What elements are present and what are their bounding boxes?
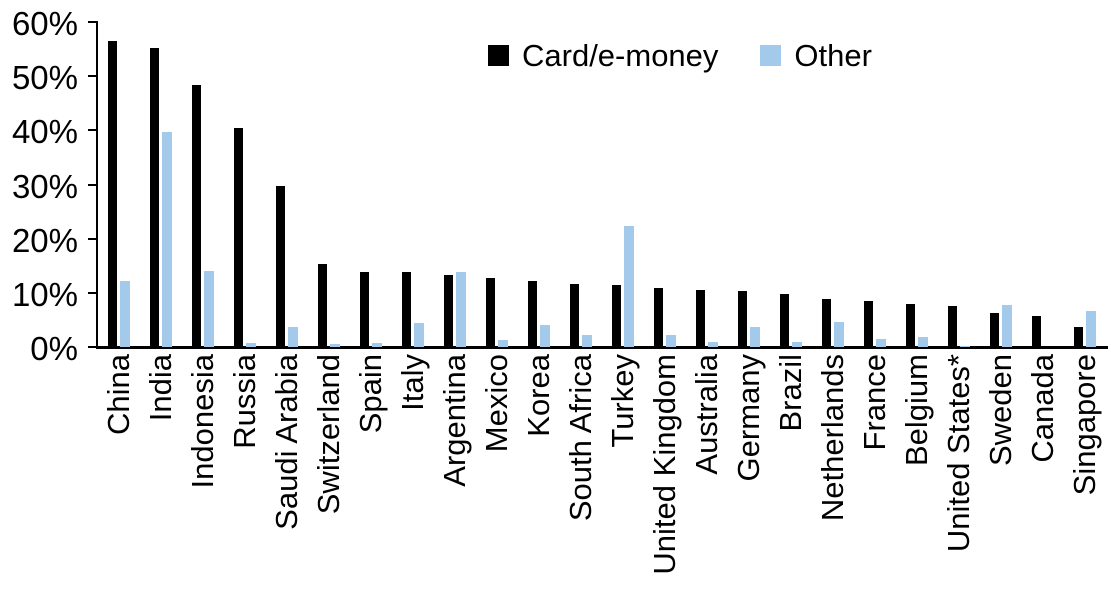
bar-other: [708, 342, 718, 347]
bar-card-e-money: [1074, 327, 1083, 347]
bar-card-e-money: [822, 299, 831, 347]
bar-card-e-money: [612, 285, 621, 347]
chart-legend: Card/e-money Other: [488, 40, 872, 71]
x-axis-label: Mexico: [478, 354, 514, 453]
x-axis-label: Germany: [730, 354, 766, 482]
x-axis-label: Australia: [688, 354, 724, 475]
bar-other: [750, 327, 760, 347]
bar-card-e-money: [150, 48, 159, 347]
x-axis-label: France: [856, 354, 892, 451]
bar-card-e-money: [486, 278, 495, 347]
x-axis-label: Singapore: [1066, 354, 1102, 496]
y-axis-tick: [88, 346, 96, 348]
bar-card-e-money: [444, 275, 453, 347]
y-axis-tick-label: 40%: [11, 113, 78, 151]
x-axis-label: United Kingdom: [646, 354, 682, 575]
y-axis-tick-label: 30%: [11, 167, 78, 205]
bar-card-e-money: [528, 281, 537, 347]
y-axis-tick-label: 20%: [11, 221, 78, 259]
bar-other: [876, 339, 886, 347]
legend-item-card-e-money: Card/e-money: [488, 40, 718, 71]
y-axis-tick: [88, 183, 96, 186]
legend-label-card-e-money: Card/e-money: [522, 38, 719, 73]
x-axis-label: United States*: [940, 354, 976, 553]
bar-card-e-money: [402, 272, 411, 347]
y-axis-tick-label: 0%: [30, 330, 78, 367]
y-axis-tick: [88, 129, 96, 132]
bar-other: [414, 323, 424, 347]
bar-card-e-money: [696, 290, 705, 347]
x-axis-label: Canada: [1024, 354, 1060, 463]
bar-other: [624, 226, 634, 347]
bar-other: [1002, 305, 1012, 347]
bar-card-e-money: [948, 306, 957, 347]
bar-other: [960, 346, 970, 347]
x-axis-label: Russia: [226, 354, 262, 449]
y-axis-line: [96, 21, 98, 349]
bar-card-e-money: [1032, 316, 1041, 347]
bar-card-e-money: [864, 301, 873, 347]
bar-other: [498, 340, 508, 347]
bar-other: [288, 327, 298, 347]
bar-other: [162, 132, 172, 347]
bar-card-e-money: [360, 272, 369, 347]
bar-other: [246, 343, 256, 347]
x-axis-label: Switzerland: [310, 354, 346, 515]
x-axis-label: Saudi Arabia: [268, 354, 304, 530]
bar-card-e-money: [570, 284, 579, 347]
x-axis-line: [96, 346, 1108, 349]
bar-card-e-money: [990, 313, 999, 347]
bar-card-e-money: [654, 288, 663, 347]
bar-card-e-money: [318, 264, 327, 347]
legend-item-other: Other: [760, 40, 872, 71]
bar-other: [918, 337, 928, 347]
bar-card-e-money: [108, 41, 117, 347]
x-axis-label: South Africa: [562, 354, 598, 522]
x-axis-label: Italy: [394, 354, 430, 411]
x-axis-label: Netherlands: [814, 354, 850, 522]
x-axis-label: China: [100, 354, 136, 435]
y-axis-tick-label: 60%: [11, 5, 78, 42]
y-axis-tick-label: 50%: [11, 59, 78, 97]
y-axis-tick: [88, 75, 96, 78]
bar-card-e-money: [192, 85, 201, 347]
bar-other: [792, 342, 802, 347]
x-axis-label: India: [142, 354, 178, 422]
bar-card-e-money: [906, 304, 915, 347]
legend-swatch-card-e-money: [488, 45, 509, 66]
x-axis-label: Spain: [352, 354, 388, 434]
bar-other: [1086, 311, 1096, 347]
y-axis-tick-label: 10%: [11, 275, 78, 313]
bar-other: [834, 322, 844, 347]
x-axis-label: Turkey: [604, 354, 640, 448]
x-axis-label: Argentina: [436, 354, 472, 487]
x-axis-label: Sweden: [982, 354, 1018, 467]
x-axis-label: Brazil: [772, 354, 808, 432]
bar-card-e-money: [234, 128, 243, 347]
bar-other: [666, 335, 676, 347]
x-axis-label: Indonesia: [184, 354, 220, 489]
bar-other: [120, 281, 130, 347]
legend-swatch-other: [760, 45, 782, 66]
y-axis-tick: [88, 291, 96, 294]
y-axis-tick: [88, 21, 96, 23]
bar-card-e-money: [738, 291, 747, 347]
bar-card-e-money: [276, 186, 285, 347]
bar-other: [204, 271, 214, 347]
bar-other: [582, 335, 592, 347]
bar-other: [540, 325, 550, 347]
x-axis-label: Korea: [520, 354, 556, 437]
bar-card-e-money: [780, 294, 789, 347]
bar-other: [456, 272, 466, 347]
x-axis-label: Belgium: [898, 354, 934, 466]
bar-other: [372, 343, 382, 347]
legend-label-other: Other: [794, 38, 872, 73]
y-axis-tick: [88, 237, 96, 240]
bar-other: [330, 344, 340, 347]
